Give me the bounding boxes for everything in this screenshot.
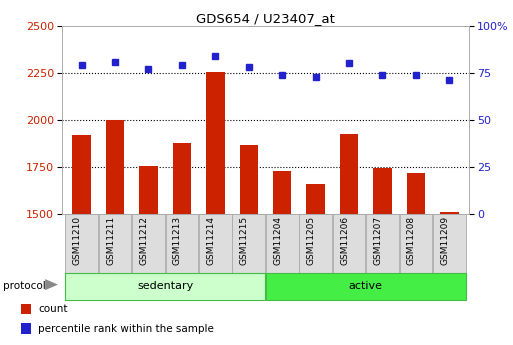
FancyBboxPatch shape — [166, 214, 199, 273]
Text: GSM11209: GSM11209 — [440, 216, 449, 265]
Text: sedentary: sedentary — [137, 282, 193, 291]
Bar — [72, 135, 91, 214]
Text: GSM11205: GSM11205 — [307, 216, 315, 265]
Bar — [340, 134, 358, 214]
Text: count: count — [38, 304, 68, 314]
FancyBboxPatch shape — [332, 214, 365, 273]
Bar — [240, 145, 258, 214]
FancyBboxPatch shape — [400, 214, 432, 273]
FancyBboxPatch shape — [98, 214, 131, 273]
FancyBboxPatch shape — [65, 273, 265, 300]
Text: percentile rank within the sample: percentile rank within the sample — [38, 324, 214, 334]
FancyBboxPatch shape — [199, 214, 232, 273]
FancyBboxPatch shape — [65, 214, 98, 273]
Bar — [106, 120, 124, 214]
Bar — [21, 304, 31, 314]
Text: active: active — [349, 282, 383, 291]
Bar — [21, 323, 31, 334]
FancyBboxPatch shape — [232, 214, 265, 273]
Bar — [273, 171, 291, 214]
FancyBboxPatch shape — [132, 214, 165, 273]
Bar — [373, 168, 391, 214]
Text: protocol: protocol — [3, 282, 45, 291]
Title: GDS654 / U23407_at: GDS654 / U23407_at — [196, 12, 335, 25]
Text: GSM11212: GSM11212 — [140, 216, 148, 265]
Text: GSM11215: GSM11215 — [240, 216, 249, 265]
Text: GSM11210: GSM11210 — [73, 216, 82, 265]
Text: GSM11213: GSM11213 — [173, 216, 182, 265]
Text: GSM11207: GSM11207 — [373, 216, 383, 265]
Bar — [206, 72, 225, 214]
Bar — [140, 166, 157, 214]
FancyBboxPatch shape — [266, 273, 466, 300]
Bar — [407, 172, 425, 214]
Text: GSM11211: GSM11211 — [106, 216, 115, 265]
Bar — [440, 212, 459, 214]
FancyBboxPatch shape — [299, 214, 332, 273]
FancyBboxPatch shape — [433, 214, 466, 273]
Text: GSM11204: GSM11204 — [273, 216, 282, 265]
Text: GSM11206: GSM11206 — [340, 216, 349, 265]
FancyBboxPatch shape — [366, 214, 399, 273]
Text: GSM11214: GSM11214 — [206, 216, 215, 265]
Text: GSM11208: GSM11208 — [407, 216, 416, 265]
Bar — [306, 184, 325, 214]
Bar — [173, 144, 191, 214]
Polygon shape — [45, 279, 58, 290]
FancyBboxPatch shape — [266, 214, 299, 273]
